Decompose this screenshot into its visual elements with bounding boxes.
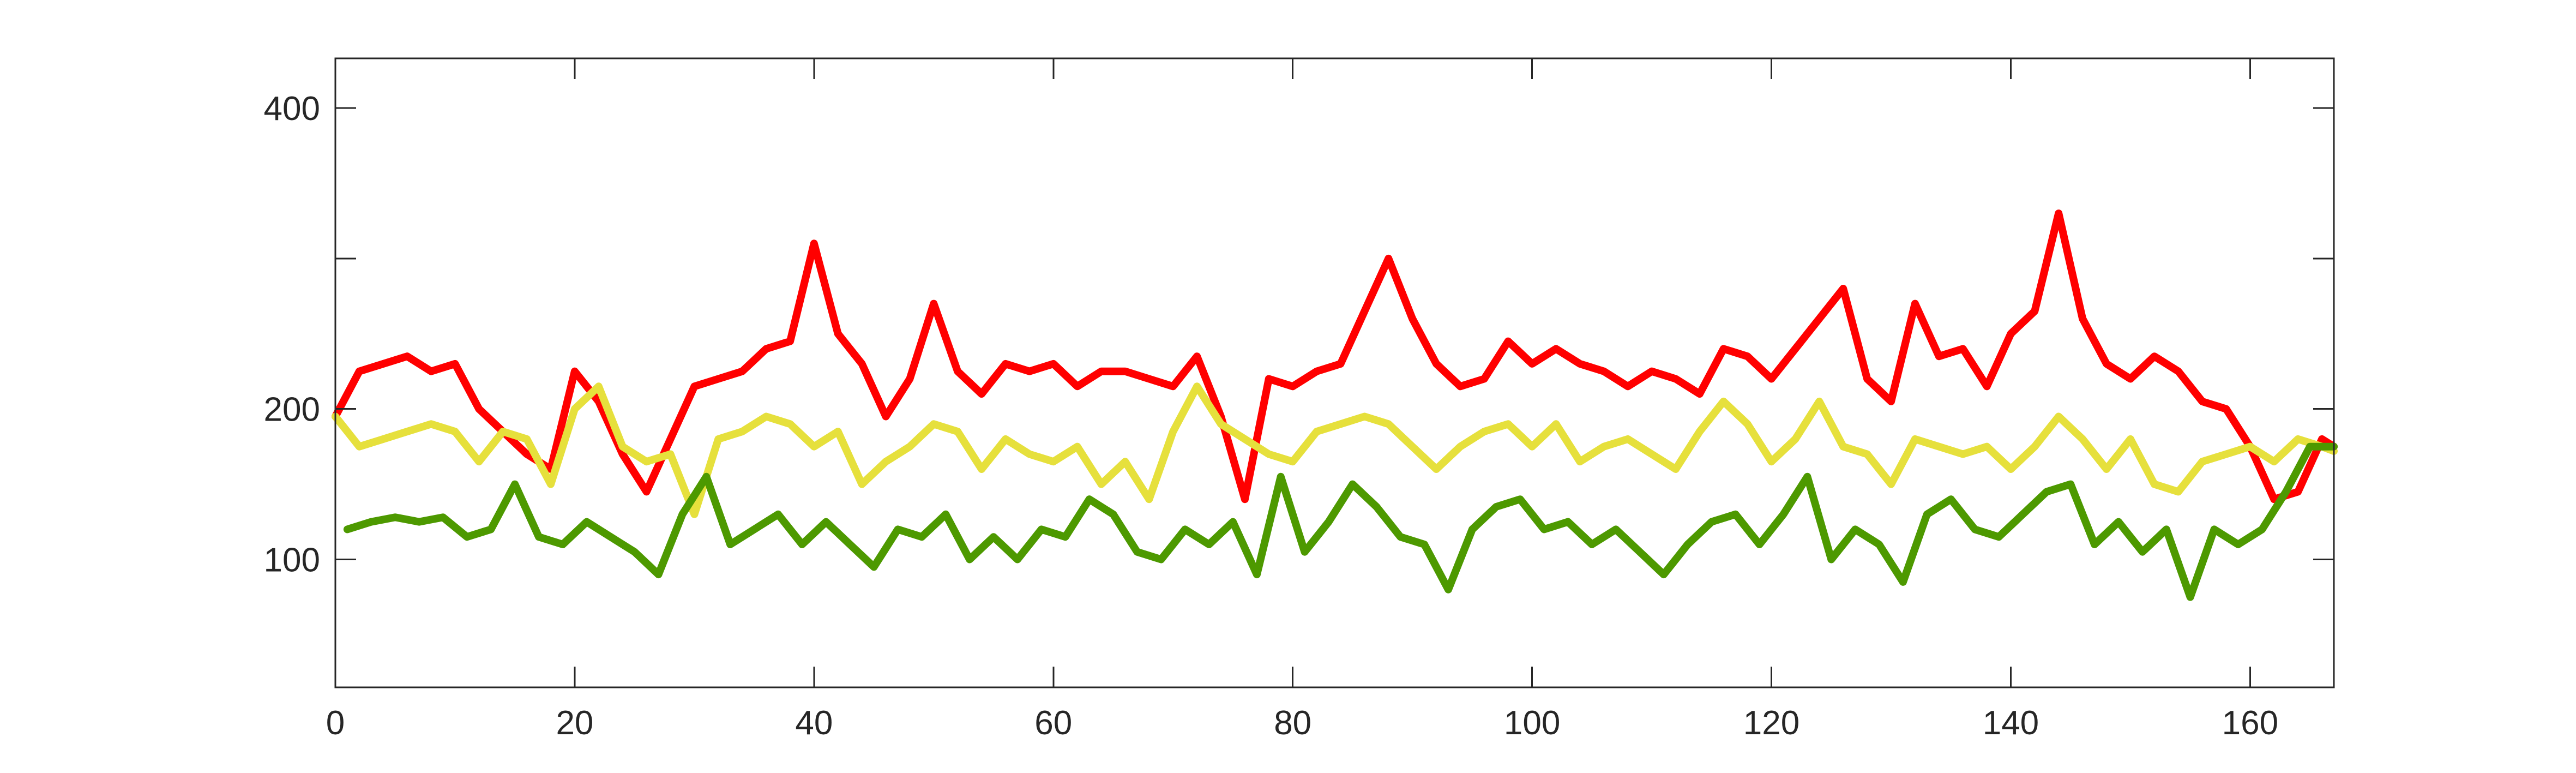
series-line-1 — [332, 209, 2338, 504]
x-tick-label: 60 — [1034, 704, 1072, 742]
y-tick-label: 400 — [264, 90, 320, 128]
axes — [334, 57, 2335, 688]
x-tick-label: 120 — [1743, 704, 1799, 742]
plot-frame — [334, 57, 2335, 688]
series-line-3 — [343, 442, 2338, 601]
y-tick-label: 200 — [264, 391, 320, 429]
series-line-2 — [332, 382, 2338, 518]
x-tick-label: 160 — [2222, 704, 2278, 742]
x-tick-label: 80 — [1274, 704, 1311, 742]
y-tick-label: 100 — [264, 542, 320, 579]
x-tick-label: 100 — [1504, 704, 1560, 742]
series-layer — [332, 209, 2338, 601]
x-tick-label: 40 — [795, 704, 833, 742]
x-tick-label: 20 — [556, 704, 593, 742]
x-axis-ticks: 0 20 40 60 80 100 120 140 160 — [326, 58, 2278, 742]
y-axis-ticks: 100 200 400 — [264, 90, 2334, 579]
x-tick-label: 140 — [1983, 704, 2039, 742]
x-tick-label: 0 — [326, 704, 345, 742]
